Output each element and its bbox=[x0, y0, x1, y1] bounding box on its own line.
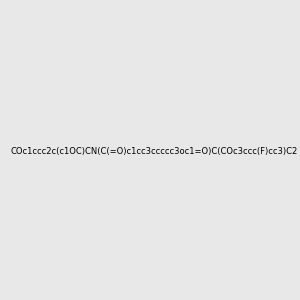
Text: COc1ccc2c(c1OC)CN(C(=O)c1cc3ccccc3oc1=O)C(COc3ccc(F)cc3)C2: COc1ccc2c(c1OC)CN(C(=O)c1cc3ccccc3oc1=O)… bbox=[10, 147, 297, 156]
